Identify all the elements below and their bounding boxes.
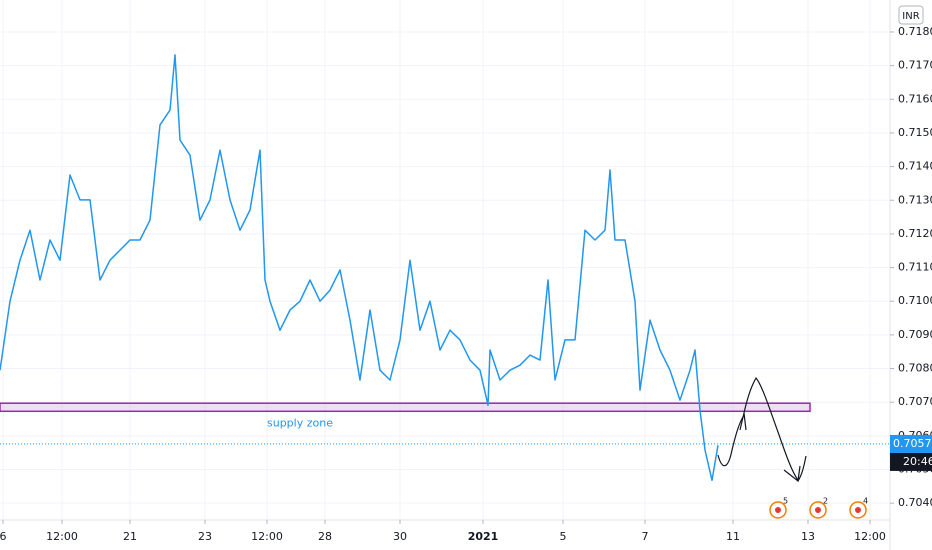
y-tick-label: 0.70400 bbox=[898, 496, 932, 509]
x-tick-label: 30 bbox=[393, 530, 407, 543]
currency-badge[interactable] bbox=[898, 5, 924, 25]
event-count: 4 bbox=[863, 497, 868, 506]
y-tick-label: 0.71700 bbox=[898, 59, 932, 72]
y-tick-label: 0.71300 bbox=[898, 193, 932, 206]
y-tick-label: 0.71000 bbox=[898, 294, 932, 307]
event-count: 2 bbox=[823, 497, 828, 506]
event-ring bbox=[809, 501, 827, 519]
last-price-label: 0.70576 bbox=[893, 437, 932, 450]
y-tick-label: 0.70800 bbox=[898, 362, 932, 375]
y-tick-label: 0.71600 bbox=[898, 92, 932, 105]
x-tick-label: 12:00 bbox=[854, 530, 886, 543]
countdown-box bbox=[890, 452, 932, 471]
y-tick-label: 0.71500 bbox=[898, 126, 932, 139]
y-tick-label: 0.71800 bbox=[898, 25, 932, 38]
y-tick-label: 0.71400 bbox=[898, 160, 932, 173]
grid bbox=[0, 0, 890, 520]
event-dot bbox=[775, 507, 781, 513]
plot: supply zone bbox=[0, 54, 811, 482]
x-tick-label: 6 bbox=[0, 530, 7, 543]
x-tick-label: 5 bbox=[560, 530, 567, 543]
x-tick-label: 12:00 bbox=[46, 530, 78, 543]
event-ring bbox=[769, 501, 787, 519]
x-tick-label: 13 bbox=[801, 530, 815, 543]
x-tick-label: 23 bbox=[198, 530, 212, 543]
y-tick-label: 0.70900 bbox=[898, 328, 932, 341]
event-dot bbox=[855, 507, 861, 513]
y-tick-label: 0.71200 bbox=[898, 227, 932, 240]
currency: INR bbox=[902, 11, 919, 22]
price-line bbox=[0, 54, 719, 482]
y-tick-label: 0.71100 bbox=[898, 261, 932, 274]
supply-zone bbox=[0, 402, 811, 413]
event-icon[interactable]: 2 bbox=[809, 497, 828, 519]
countdown-label: 20:46 bbox=[903, 455, 932, 468]
x-tick-label: 2021 bbox=[468, 530, 499, 543]
x-tick-label: 11 bbox=[726, 530, 740, 543]
last-price-box bbox=[890, 434, 932, 453]
x-tick-label: 12:00 bbox=[251, 530, 283, 543]
x-tick-label: 7 bbox=[642, 530, 649, 543]
x-tick-label: 21 bbox=[123, 530, 137, 543]
drawn-arrow bbox=[717, 376, 807, 483]
event-icon[interactable]: 5 bbox=[769, 497, 788, 519]
event-ring bbox=[849, 501, 867, 519]
zone-label: supply zone bbox=[267, 416, 333, 429]
event-count: 5 bbox=[783, 497, 788, 506]
event-dot bbox=[815, 507, 821, 513]
event-icon[interactable]: 4 bbox=[849, 497, 868, 519]
x-tick-label: 28 bbox=[318, 530, 332, 543]
y-tick-label: 0.70700 bbox=[898, 395, 932, 408]
